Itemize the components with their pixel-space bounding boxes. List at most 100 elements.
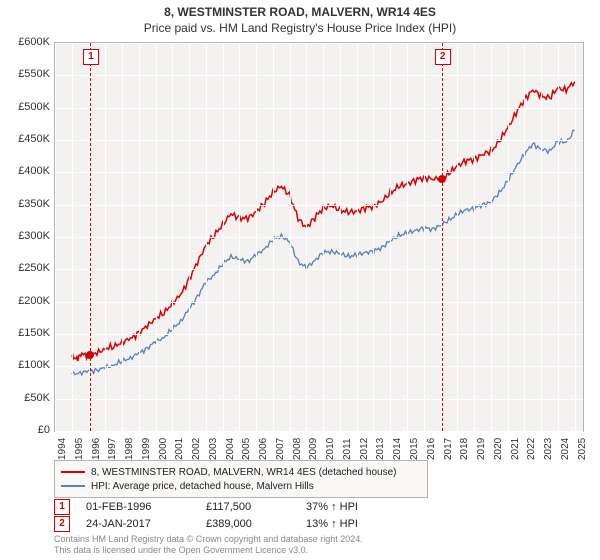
chart-container: 8, WESTMINSTER ROAD, MALVERN, WR14 4ES P… [0,0,600,560]
legend-label: 8, WESTMINSTER ROAD, MALVERN, WR14 4ES (… [91,467,396,478]
gridline-v [55,43,56,431]
marker-vline [442,43,443,431]
y-tick-label: £50K [2,392,50,404]
y-tick-label: £550K [2,68,50,80]
x-tick-label: 2011 [342,430,353,460]
gridline-v [373,43,374,431]
y-tick-label: £450K [2,133,50,145]
x-tick-label: 2022 [526,430,537,460]
legend-label: HPI: Average price, detached house, Malv… [91,481,314,492]
chart-plot-area: 12 [54,42,584,432]
x-tick-label: 1997 [107,430,118,460]
gridline-h [55,172,583,173]
x-tick-label: 2010 [325,430,336,460]
y-tick-label: £0 [2,424,50,436]
x-tick-label: 2021 [510,430,521,460]
x-tick-label: 2017 [443,430,454,460]
y-tick-label: £350K [2,198,50,210]
gridline-v [306,43,307,431]
transaction-marker: 1 [54,499,70,515]
gridline-h [55,302,583,303]
transaction-row: 224-JAN-2017£389,00013% ↑ HPI [54,515,582,532]
gridline-v [122,43,123,431]
gridline-v [273,43,274,431]
marker-dot-2 [438,175,446,183]
transaction-hpi: 13% ↑ HPI [306,518,406,530]
gridline-v [323,43,324,431]
transaction-hpi: 37% ↑ HPI [306,501,406,513]
gridline-v [390,43,391,431]
footer-line-2: This data is licensed under the Open Gov… [54,545,363,556]
x-tick-label: 2015 [409,430,420,460]
transaction-marker: 2 [54,516,70,532]
marker-box-1: 1 [83,49,99,65]
gridline-v [256,43,257,431]
gridline-v [172,43,173,431]
x-tick-label: 1998 [124,430,135,460]
y-tick-label: £200K [2,295,50,307]
gridline-h [55,366,583,367]
legend-swatch [61,485,85,487]
transaction-price: £117,500 [206,501,306,513]
x-tick-label: 1999 [141,430,152,460]
x-tick-label: 2012 [359,430,370,460]
gridline-v [575,43,576,431]
footer-line-1: Contains HM Land Registry data © Crown c… [54,534,363,545]
transaction-row: 1 01-FEB-1996£117,50037% ↑ HPI [54,498,582,515]
gridline-h [55,205,583,206]
x-tick-label: 2007 [275,430,286,460]
y-tick-label: £500K [2,101,50,113]
legend-swatch [61,471,85,473]
x-tick-label: 2001 [174,430,185,460]
legend-item: 8, WESTMINSTER ROAD, MALVERN, WR14 4ES (… [61,465,421,479]
marker-vline [90,43,91,431]
gridline-v [424,43,425,431]
gridline-v [558,43,559,431]
gridline-v [457,43,458,431]
gridline-v [239,43,240,431]
footer-text: Contains HM Land Registry data © Crown c… [54,534,363,556]
x-tick-label: 2024 [560,430,571,460]
marker-box-2: 2 [435,49,451,65]
gridline-v [508,43,509,431]
page-title: 8, WESTMINSTER ROAD, MALVERN, WR14 4ES [0,0,600,19]
legend-item: HPI: Average price, detached house, Malv… [61,479,421,493]
gridline-h [55,237,583,238]
y-tick-label: £150K [2,327,50,339]
gridline-h [55,399,583,400]
x-tick-label: 2004 [225,430,236,460]
x-tick-label: 2020 [493,430,504,460]
x-tick-label: 2025 [577,430,588,460]
y-tick-label: £400K [2,165,50,177]
x-tick-label: 2018 [459,430,470,460]
x-tick-label: 1995 [74,430,85,460]
transaction-price: £389,000 [206,518,306,530]
x-tick-label: 2023 [543,430,554,460]
gridline-h [55,269,583,270]
y-tick-label: £300K [2,230,50,242]
y-tick-label: £600K [2,36,50,48]
gridline-v [139,43,140,431]
x-tick-label: 2014 [392,430,403,460]
x-tick-label: 2019 [476,430,487,460]
gridline-h [55,334,583,335]
gridline-v [524,43,525,431]
x-tick-label: 2000 [158,430,169,460]
x-tick-label: 2005 [241,430,252,460]
gridline-h [55,140,583,141]
transactions-table: 1 01-FEB-1996£117,50037% ↑ HPI 224-JAN-201… [54,498,582,532]
x-tick-label: 2002 [191,430,202,460]
gridline-v [340,43,341,431]
transaction-date: 01-FEB-1996 [86,501,206,513]
gridline-v [72,43,73,431]
x-tick-label: 2008 [292,430,303,460]
marker-dot-1 [86,351,94,359]
x-tick-label: 1996 [91,430,102,460]
gridline-v [491,43,492,431]
y-tick-label: £250K [2,262,50,274]
gridline-v [290,43,291,431]
legend-box: 8, WESTMINSTER ROAD, MALVERN, WR14 4ES (… [54,460,428,498]
gridline-v [407,43,408,431]
gridline-h [55,75,583,76]
x-tick-label: 2013 [375,430,386,460]
